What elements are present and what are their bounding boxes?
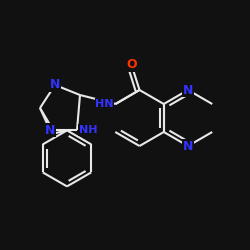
Text: N: N — [183, 140, 193, 152]
Text: N: N — [45, 124, 55, 136]
Text: NH: NH — [79, 125, 98, 135]
Text: N: N — [50, 78, 60, 92]
Text: HN: HN — [95, 99, 114, 109]
Text: N: N — [183, 84, 193, 96]
Text: O: O — [126, 58, 137, 71]
